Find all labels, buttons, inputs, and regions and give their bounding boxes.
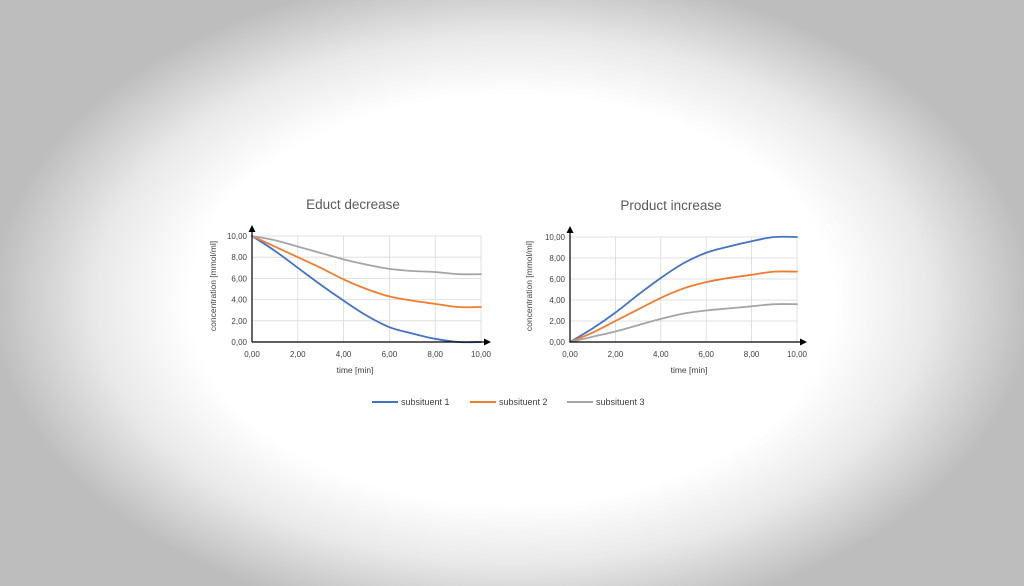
- y-tick-label: 8,00: [549, 254, 565, 263]
- legend: subsituent 1 subsituent 2 subsituent 3: [372, 397, 645, 407]
- y-tick-label: 0,00: [549, 338, 565, 347]
- chart-title: Product increase: [620, 198, 721, 213]
- legend-label-3: subsituent 3: [596, 397, 645, 407]
- y-tick-label: 4,00: [549, 296, 565, 305]
- chart-title: Educt decrease: [306, 197, 400, 212]
- y-tick-label: 10,00: [227, 232, 248, 241]
- x-tick-label: 0,00: [244, 350, 260, 359]
- series-line-1: [569, 235, 798, 343]
- y-tick-label: 2,00: [549, 317, 565, 326]
- product-increase-chart: Product increase time [min] concentratio…: [524, 198, 808, 375]
- x-tick-label: 8,00: [427, 350, 443, 359]
- series-line-2: [569, 270, 798, 343]
- y-tick-label: 6,00: [549, 275, 565, 284]
- series-line-3: [251, 235, 482, 276]
- x-tick-label: 2,00: [290, 350, 306, 359]
- x-axis-arrow: [484, 338, 491, 346]
- y-axis-arrow: [566, 226, 574, 233]
- educt-decrease-chart: Educt decrease time [min] concentration …: [208, 197, 492, 375]
- x-tick-label: 6,00: [698, 350, 714, 359]
- legend-label-2: subsituent 2: [499, 397, 548, 407]
- x-tick-label: 4,00: [336, 350, 352, 359]
- x-tick-label: 10,00: [471, 350, 492, 359]
- x-tick-label: 2,00: [608, 350, 624, 359]
- x-axis-label: time [min]: [337, 365, 374, 375]
- y-axis-label: concentration [mmol/ml]: [524, 241, 534, 331]
- y-tick-label: 10,00: [545, 233, 566, 242]
- x-tick-label: 10,00: [787, 350, 808, 359]
- y-tick-label: 6,00: [231, 274, 247, 283]
- series-line-2: [251, 235, 482, 309]
- x-tick-label: 8,00: [744, 350, 760, 359]
- y-tick-label: 2,00: [231, 317, 247, 326]
- series-line-1: [251, 235, 482, 344]
- x-tick-label: 6,00: [382, 350, 398, 359]
- x-axis-arrow: [800, 338, 807, 346]
- y-tick-label: 8,00: [231, 253, 247, 262]
- y-tick-label: 0,00: [231, 338, 247, 347]
- y-axis-label: concentration [mmol/ml]: [208, 241, 218, 331]
- series-line-3: [569, 303, 798, 343]
- y-tick-label: 4,00: [231, 296, 247, 305]
- x-axis-label: time [min]: [671, 365, 708, 375]
- legend-label-1: subsituent 1: [401, 397, 450, 407]
- x-tick-label: 4,00: [653, 350, 669, 359]
- x-tick-label: 0,00: [562, 350, 578, 359]
- y-axis-arrow: [248, 225, 256, 232]
